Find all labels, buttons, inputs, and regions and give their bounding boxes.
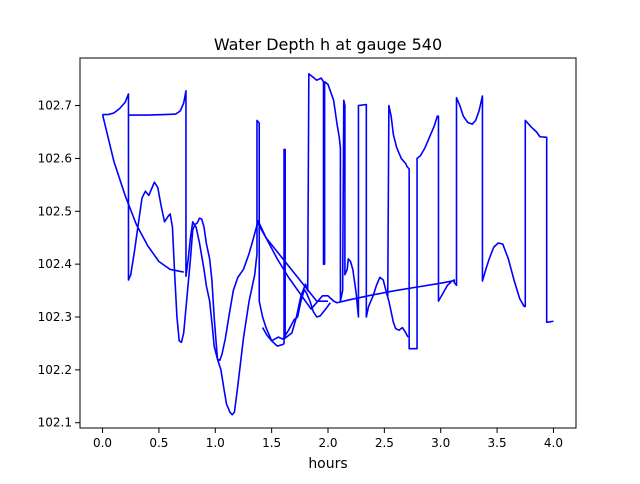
x-tick-label: 1.0 [206, 436, 225, 450]
y-tick-label: 102.5 [38, 204, 72, 218]
x-tick-label: 0.0 [93, 436, 112, 450]
y-tick-label: 102.4 [38, 257, 72, 271]
y-axis: 102.1 102.2 102.3 102.4 102.5 102.6 102.7 [38, 99, 80, 430]
y-tick-label: 102.3 [38, 310, 72, 324]
chart-title: Water Depth h at gauge 540 [214, 35, 442, 54]
series-line-2 [101, 114, 184, 273]
y-tick-label: 102.6 [38, 151, 72, 165]
x-tick-label: 2.0 [318, 436, 337, 450]
series-line-4 [256, 221, 328, 302]
series-layer [101, 73, 554, 416]
series-line-5 [261, 288, 331, 342]
y-tick-label: 102.1 [38, 416, 72, 430]
x-tick-label: 2.5 [375, 436, 394, 450]
x-axis-label: hours [308, 456, 347, 472]
series-line-1 [102, 93, 453, 362]
x-tick-label: 3.5 [488, 436, 507, 450]
x-tick-label: 0.5 [149, 436, 168, 450]
series-line-6 [385, 292, 409, 338]
series-line-3 [128, 73, 554, 416]
x-tick-label: 3.0 [431, 436, 450, 450]
x-tick-label: 1.5 [262, 436, 281, 450]
y-tick-label: 102.2 [38, 363, 72, 377]
y-tick-label: 102.7 [38, 99, 72, 113]
x-axis: 0.0 0.5 1.0 1.5 2.0 2.5 3.0 3.5 4.0 [93, 428, 563, 450]
x-tick-label: 4.0 [544, 436, 563, 450]
